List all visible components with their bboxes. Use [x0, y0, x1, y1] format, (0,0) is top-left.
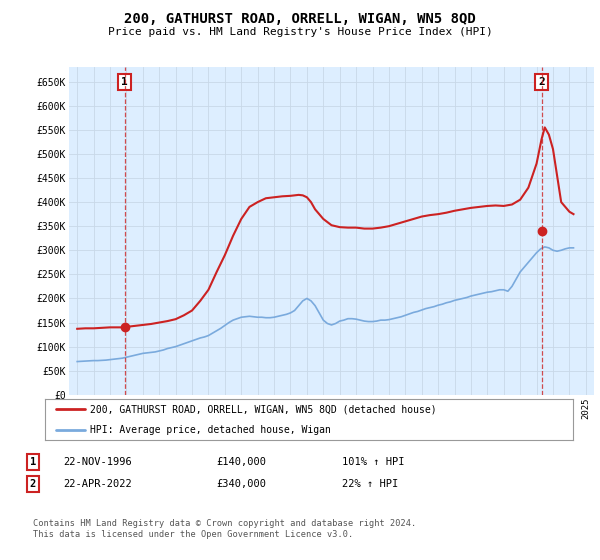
- Text: 101% ↑ HPI: 101% ↑ HPI: [342, 457, 404, 467]
- Text: 2: 2: [30, 479, 36, 489]
- Text: Contains HM Land Registry data © Crown copyright and database right 2024.: Contains HM Land Registry data © Crown c…: [33, 519, 416, 528]
- Text: This data is licensed under the Open Government Licence v3.0.: This data is licensed under the Open Gov…: [33, 530, 353, 539]
- Text: Price paid vs. HM Land Registry's House Price Index (HPI): Price paid vs. HM Land Registry's House …: [107, 27, 493, 37]
- Text: 22-APR-2022: 22-APR-2022: [63, 479, 132, 489]
- Text: £340,000: £340,000: [216, 479, 266, 489]
- Text: 1: 1: [121, 77, 128, 87]
- Text: £140,000: £140,000: [216, 457, 266, 467]
- Text: HPI: Average price, detached house, Wigan: HPI: Average price, detached house, Wiga…: [90, 424, 331, 435]
- Text: 200, GATHURST ROAD, ORRELL, WIGAN, WN5 8QD: 200, GATHURST ROAD, ORRELL, WIGAN, WN5 8…: [124, 12, 476, 26]
- Text: 200, GATHURST ROAD, ORRELL, WIGAN, WN5 8QD (detached house): 200, GATHURST ROAD, ORRELL, WIGAN, WN5 8…: [90, 404, 437, 414]
- Text: 1: 1: [30, 457, 36, 467]
- Text: 22% ↑ HPI: 22% ↑ HPI: [342, 479, 398, 489]
- Text: 2: 2: [538, 77, 545, 87]
- Text: 22-NOV-1996: 22-NOV-1996: [63, 457, 132, 467]
